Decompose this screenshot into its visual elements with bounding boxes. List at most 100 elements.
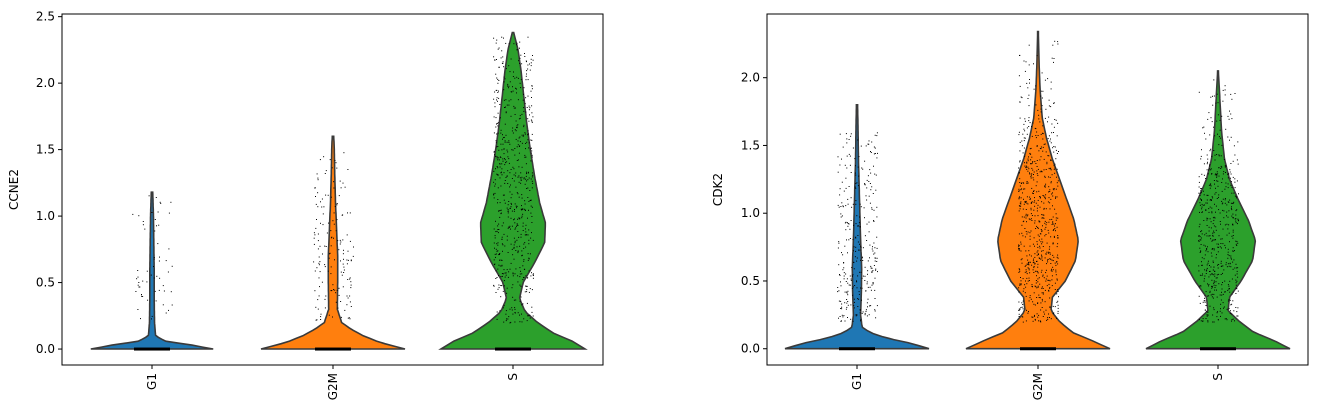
data-point <box>1224 85 1226 87</box>
data-point <box>343 269 345 271</box>
data-point <box>497 159 499 161</box>
data-point <box>1050 88 1052 90</box>
data-point <box>512 284 514 286</box>
data-point <box>160 202 162 204</box>
data-point <box>514 209 515 210</box>
data-point <box>521 254 523 256</box>
data-point <box>1216 277 1218 279</box>
data-point <box>322 253 323 255</box>
data-point <box>845 187 847 189</box>
data-point <box>1037 199 1039 201</box>
data-point <box>338 195 340 197</box>
data-point <box>1209 184 1211 186</box>
data-point <box>1022 316 1024 318</box>
data-point <box>847 198 849 200</box>
data-point <box>1222 198 1224 200</box>
data-point <box>313 261 315 263</box>
data-point <box>342 263 344 265</box>
data-point <box>334 160 336 161</box>
data-point <box>1221 238 1223 240</box>
data-point <box>528 177 530 179</box>
data-point <box>1204 297 1205 299</box>
data-point <box>1033 261 1035 263</box>
data-point <box>530 212 532 214</box>
points-s <box>493 36 534 324</box>
data-point <box>853 262 855 263</box>
data-point <box>840 320 842 322</box>
data-point <box>864 160 866 162</box>
data-point <box>493 98 495 100</box>
data-point <box>508 100 510 102</box>
data-point <box>1042 217 1044 219</box>
data-point <box>1019 117 1021 119</box>
data-point <box>506 104 508 106</box>
data-point <box>1034 205 1036 207</box>
data-point <box>338 287 340 289</box>
data-point <box>876 257 878 259</box>
data-point <box>516 192 518 194</box>
data-point <box>527 253 529 255</box>
data-point <box>874 252 876 254</box>
data-point <box>1045 169 1047 170</box>
data-point <box>858 225 859 227</box>
data-point <box>1217 264 1218 266</box>
data-point <box>1233 192 1235 194</box>
data-point <box>1041 72 1043 74</box>
data-point <box>853 307 855 309</box>
data-point <box>845 177 847 179</box>
data-point <box>855 174 857 176</box>
data-point <box>850 278 852 280</box>
data-point <box>1031 167 1033 169</box>
data-point <box>532 277 534 279</box>
data-point <box>527 64 529 66</box>
data-point <box>1217 311 1218 313</box>
data-point <box>1204 254 1206 256</box>
data-point <box>530 160 532 162</box>
data-point <box>532 59 534 61</box>
data-point <box>846 306 848 308</box>
data-point <box>333 237 334 239</box>
data-point <box>347 259 349 261</box>
data-point <box>1047 252 1049 254</box>
data-point <box>1023 220 1025 222</box>
data-point <box>852 286 854 288</box>
data-point <box>526 188 528 189</box>
data-point <box>852 320 854 322</box>
data-point <box>1054 167 1056 169</box>
data-point <box>1049 140 1051 142</box>
data-point <box>516 44 517 46</box>
data-point <box>516 205 518 207</box>
data-point <box>1048 155 1050 157</box>
data-point <box>498 97 500 99</box>
data-point <box>1212 314 1214 316</box>
data-point <box>1228 224 1230 226</box>
data-point <box>336 289 338 291</box>
data-point <box>1235 222 1237 224</box>
data-point <box>1041 307 1043 308</box>
data-point <box>1036 243 1038 245</box>
data-point <box>1227 136 1229 138</box>
data-point <box>508 65 510 67</box>
data-point <box>1048 191 1050 193</box>
data-point <box>1032 269 1034 271</box>
data-point <box>337 307 339 309</box>
data-point <box>1208 285 1209 287</box>
data-point <box>518 175 520 177</box>
data-point <box>1027 203 1029 205</box>
data-point <box>876 247 878 249</box>
data-point <box>505 134 507 136</box>
data-point <box>497 146 499 147</box>
data-point <box>1212 234 1214 236</box>
data-point <box>1208 235 1210 237</box>
data-point <box>523 87 525 89</box>
data-point <box>314 234 316 236</box>
data-point <box>530 275 532 277</box>
data-point <box>523 260 525 262</box>
data-point <box>498 275 499 277</box>
data-point <box>527 187 529 189</box>
data-point <box>317 233 319 235</box>
data-point <box>1038 297 1040 298</box>
data-point <box>531 289 533 291</box>
data-point <box>1027 170 1029 172</box>
data-point <box>848 139 850 140</box>
